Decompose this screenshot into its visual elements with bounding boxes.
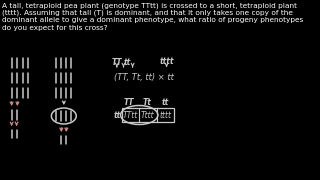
Text: TTtt: TTtt xyxy=(123,111,138,120)
Text: tttt: tttt xyxy=(159,57,174,66)
Text: dominant allele to give a dominant phenotype, what ratio of progeny phenotypes: dominant allele to give a dominant pheno… xyxy=(2,17,303,23)
Text: do you expect for this cross?: do you expect for this cross? xyxy=(2,24,107,30)
Text: (tttt). Assuming that tall (T) is dominant, and that it only takes one copy of t: (tttt). Assuming that tall (T) is domina… xyxy=(2,10,292,16)
Text: TT: TT xyxy=(124,98,135,107)
Text: tt: tt xyxy=(162,98,169,107)
Text: tt: tt xyxy=(113,111,120,120)
Text: A tall, tetraploid pea plant (genotype TTtt) is crossed to a short, tetraploid p: A tall, tetraploid pea plant (genotype T… xyxy=(2,2,297,8)
Text: TT: TT xyxy=(112,58,122,67)
Text: Tt: Tt xyxy=(143,98,152,107)
Text: (TT, Tt, tt) × tt: (TT, Tt, tt) × tt xyxy=(114,73,173,82)
Text: tttt: tttt xyxy=(159,111,171,120)
Text: Tttt: Tttt xyxy=(141,111,155,120)
Bar xyxy=(122,108,174,122)
Text: tt: tt xyxy=(123,58,131,67)
